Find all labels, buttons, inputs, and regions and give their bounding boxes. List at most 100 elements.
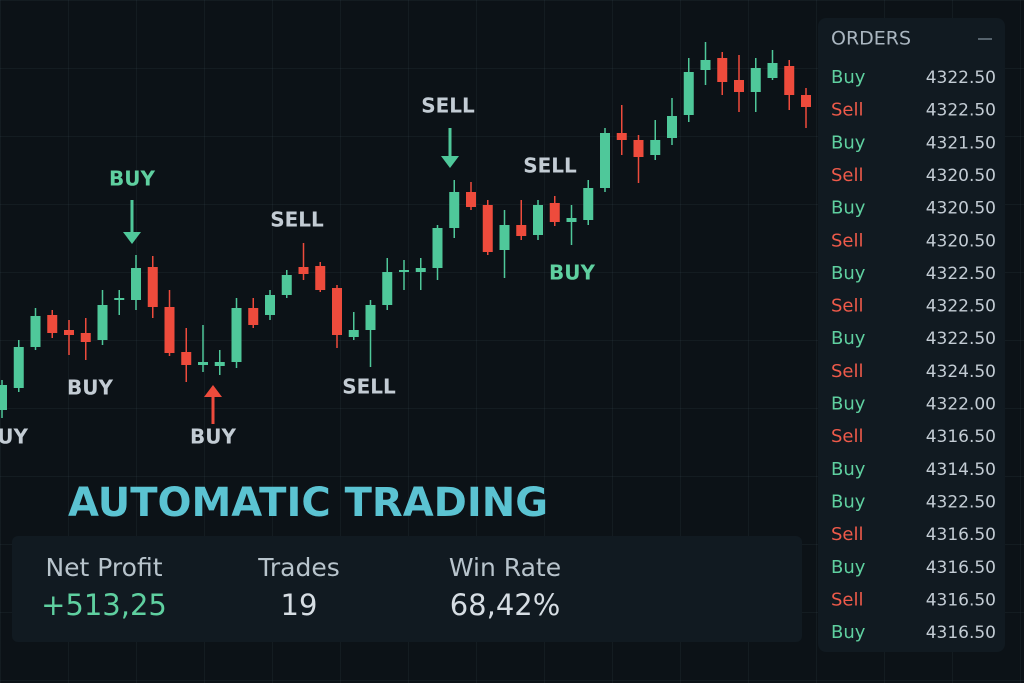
- candle-body: [348, 330, 359, 337]
- candle-body: [717, 58, 728, 82]
- order-side: Buy: [831, 557, 866, 578]
- order-price: 4316.50: [926, 558, 996, 578]
- candle-body: [114, 298, 125, 300]
- page-title: AUTOMATIC TRADING: [68, 480, 548, 526]
- candle-body: [616, 133, 627, 140]
- candle-body: [131, 268, 141, 300]
- candle-body: [399, 270, 409, 272]
- stat-value: 68,42%: [450, 588, 561, 622]
- candle-body: [784, 66, 795, 95]
- order-price: 4320.50: [926, 199, 996, 219]
- candle-body: [214, 362, 225, 366]
- order-price: 4314.50: [926, 460, 996, 480]
- order-side: Buy: [831, 263, 866, 284]
- candle-body: [667, 116, 677, 138]
- candle-body: [633, 140, 644, 157]
- order-price: 4320.50: [926, 231, 996, 251]
- order-side: Buy: [831, 67, 866, 88]
- order-price: 4322.50: [926, 297, 996, 317]
- order-side: Buy: [831, 394, 866, 415]
- stat-label: Trades: [257, 553, 339, 582]
- candle-body: [147, 267, 158, 307]
- candle-body: [566, 218, 577, 222]
- candle-body: [0, 385, 7, 410]
- signal-arrowhead: [123, 232, 141, 244]
- order-price: 4322.50: [926, 264, 996, 284]
- order-side: Buy: [831, 491, 866, 512]
- order-side: Buy: [831, 132, 866, 153]
- signal-label: BUY: [67, 376, 113, 400]
- order-price: 4316.50: [926, 525, 996, 545]
- signal-label: SELL: [270, 208, 324, 232]
- order-side: Buy: [831, 459, 866, 480]
- candle-body: [734, 80, 744, 92]
- signal-label: SELL: [421, 94, 475, 118]
- stat-value: +513,25: [41, 588, 167, 622]
- order-price: 4322.50: [926, 101, 996, 121]
- candle-body: [80, 333, 91, 342]
- order-side: Sell: [831, 426, 864, 447]
- order-price: 4320.50: [926, 166, 996, 186]
- stat-label: Win Rate: [449, 553, 561, 582]
- order-price: 4316.50: [926, 623, 996, 643]
- candle-body: [198, 362, 208, 365]
- candle-body: [466, 192, 476, 207]
- candle-body: [499, 225, 510, 250]
- order-price: 4322.50: [926, 68, 996, 88]
- candle-body: [298, 267, 309, 274]
- candle-body: [801, 95, 811, 107]
- order-side: Sell: [831, 361, 864, 382]
- candle-body: [583, 188, 594, 220]
- signal-label: BUY: [109, 167, 155, 191]
- candle-body: [767, 63, 778, 78]
- candle-body: [549, 203, 560, 222]
- signal-label: BUY: [190, 425, 236, 449]
- candle-body: [315, 266, 326, 290]
- stats-panel: [12, 536, 802, 642]
- signal-arrowhead: [204, 385, 222, 397]
- candle-body: [332, 288, 342, 335]
- candle-body: [600, 133, 610, 188]
- candlestick-chart: BUY BUY BUY BUY SELL SELL SELL SELL BUY: [0, 42, 811, 449]
- order-side: Sell: [831, 296, 864, 317]
- candle-body: [516, 225, 527, 236]
- order-side: Buy: [831, 328, 866, 349]
- stat-value: 19: [281, 588, 318, 622]
- order-side: Buy: [831, 198, 866, 219]
- order-side: Sell: [831, 165, 864, 186]
- candle-body: [382, 272, 393, 305]
- candle-body: [432, 228, 443, 268]
- order-side: Sell: [831, 230, 864, 251]
- candle-body: [231, 308, 242, 362]
- candle-body: [13, 347, 24, 388]
- order-side: Sell: [831, 589, 864, 610]
- candle-body: [97, 305, 108, 340]
- stat-label: Net Profit: [45, 553, 162, 582]
- order-price: 4321.50: [926, 133, 996, 153]
- candle-body: [181, 352, 192, 365]
- candle-body: [415, 268, 426, 272]
- signal-label: SELL: [342, 375, 396, 399]
- candle-body: [281, 275, 292, 295]
- candle-body: [64, 330, 74, 335]
- candle-body: [248, 308, 259, 325]
- candle-body: [533, 205, 543, 235]
- candle-body: [30, 316, 41, 347]
- candle-body: [164, 307, 175, 353]
- order-price: 4316.50: [926, 590, 996, 610]
- order-price: 4316.50: [926, 427, 996, 447]
- signal-label: BUY: [0, 425, 29, 449]
- candle-body: [482, 205, 493, 252]
- signal-label: SELL: [523, 154, 577, 178]
- candle-body: [365, 305, 376, 330]
- order-side: Sell: [831, 524, 864, 545]
- candle-body: [683, 72, 694, 115]
- order-price: 4322.50: [926, 492, 996, 512]
- candle-body: [700, 60, 711, 70]
- signal-arrowhead: [441, 156, 459, 168]
- candle-body: [47, 315, 58, 333]
- orders-title: ORDERS: [831, 28, 911, 50]
- order-side: Sell: [831, 100, 864, 121]
- order-price: 4324.50: [926, 362, 996, 382]
